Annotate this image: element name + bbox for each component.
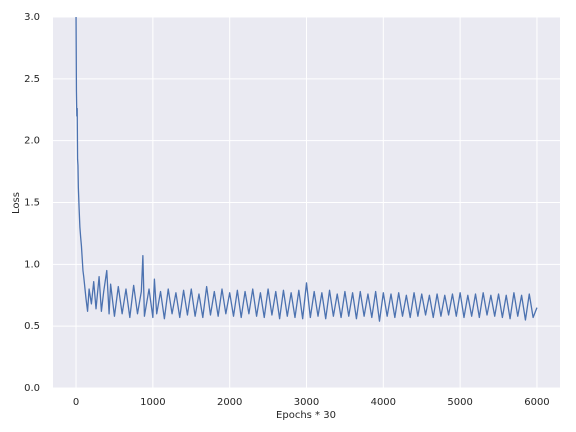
x-tick-label: 2000 — [217, 397, 242, 408]
x-tick-label: 0 — [73, 397, 79, 408]
x-axis-label: Epochs * 30 — [276, 410, 336, 421]
y-tick-label: 2.5 — [24, 74, 40, 85]
x-tick-label: 3000 — [294, 397, 319, 408]
x-tick-label: 1000 — [140, 397, 165, 408]
y-tick-label: 0.5 — [24, 321, 40, 332]
y-tick-label: 2.0 — [24, 136, 40, 147]
x-tick-label: 5000 — [447, 397, 472, 408]
y-axis-label: Loss — [11, 192, 22, 214]
y-tick-label: 1.5 — [24, 198, 40, 209]
loss-line — [75, 16, 538, 322]
y-tick-label: 1.0 — [24, 259, 40, 270]
y-tick-label: 0.0 — [24, 383, 40, 394]
y-tick-label: 3.0 — [24, 12, 40, 23]
x-tick-label: 4000 — [371, 397, 396, 408]
x-tick-label: 6000 — [524, 397, 549, 408]
